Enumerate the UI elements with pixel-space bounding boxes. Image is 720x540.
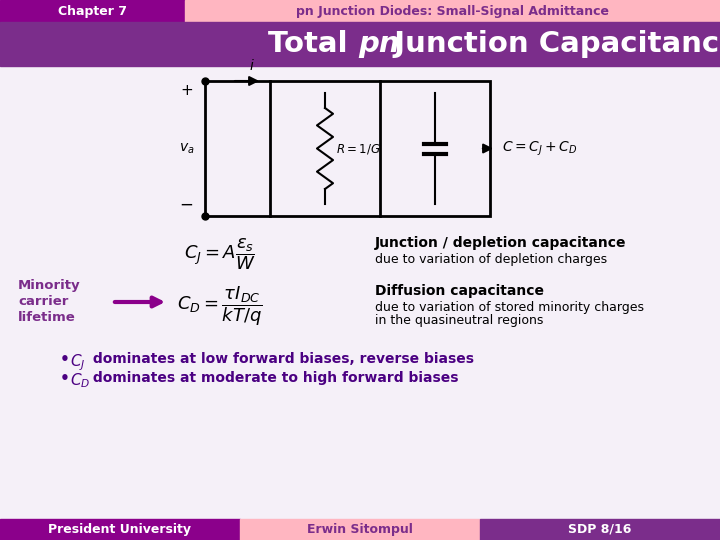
Text: •: • — [60, 371, 75, 386]
Bar — [240, 519, 480, 540]
Bar — [0, 66, 720, 519]
Bar — [480, 519, 720, 540]
Text: pn: pn — [358, 30, 400, 58]
Text: Junction / depletion capacitance: Junction / depletion capacitance — [375, 236, 626, 250]
Text: $R=1/G$: $R=1/G$ — [336, 141, 381, 156]
Text: dominates at low forward biases, reverse biases: dominates at low forward biases, reverse… — [88, 352, 474, 366]
Text: •: • — [60, 352, 75, 367]
Text: dominates at moderate to high forward biases: dominates at moderate to high forward bi… — [88, 371, 459, 385]
Text: $i$: $i$ — [249, 58, 255, 73]
Text: President University: President University — [48, 523, 192, 536]
Text: $v_a$: $v_a$ — [179, 141, 195, 156]
Bar — [0, 519, 240, 540]
Text: $C_D$: $C_D$ — [70, 371, 90, 390]
Bar — [185, 0, 720, 22]
Text: Minority
carrier
lifetime: Minority carrier lifetime — [18, 279, 81, 324]
Text: $C = C_J + C_D$: $C = C_J + C_D$ — [502, 139, 577, 158]
Bar — [0, 0, 185, 22]
Text: SDP 8/16: SDP 8/16 — [568, 523, 631, 536]
Text: Erwin Sitompul: Erwin Sitompul — [307, 523, 413, 536]
Text: $C_J = A\dfrac{\varepsilon_s}{W}$: $C_J = A\dfrac{\varepsilon_s}{W}$ — [184, 236, 256, 272]
Bar — [0, 22, 720, 66]
Text: Junction Capacitance: Junction Capacitance — [384, 30, 720, 58]
Text: +: + — [180, 83, 193, 98]
Text: −: − — [179, 196, 193, 214]
Text: $C_J$: $C_J$ — [70, 352, 86, 373]
Text: Diffusion capacitance: Diffusion capacitance — [375, 284, 544, 298]
Text: Chapter 7: Chapter 7 — [58, 4, 127, 17]
Text: due to variation of depletion charges: due to variation of depletion charges — [375, 253, 607, 266]
Text: due to variation of stored minority charges: due to variation of stored minority char… — [375, 301, 644, 314]
Text: Total: Total — [269, 30, 358, 58]
Text: pn Junction Diodes: Small-Signal Admittance: pn Junction Diodes: Small-Signal Admitta… — [296, 4, 609, 17]
Text: $C_D = \dfrac{\tau I_{DC}}{kT/q}$: $C_D = \dfrac{\tau I_{DC}}{kT/q}$ — [177, 284, 263, 328]
Bar — [270, 81, 490, 216]
Text: in the quasineutral regions: in the quasineutral regions — [375, 314, 544, 327]
